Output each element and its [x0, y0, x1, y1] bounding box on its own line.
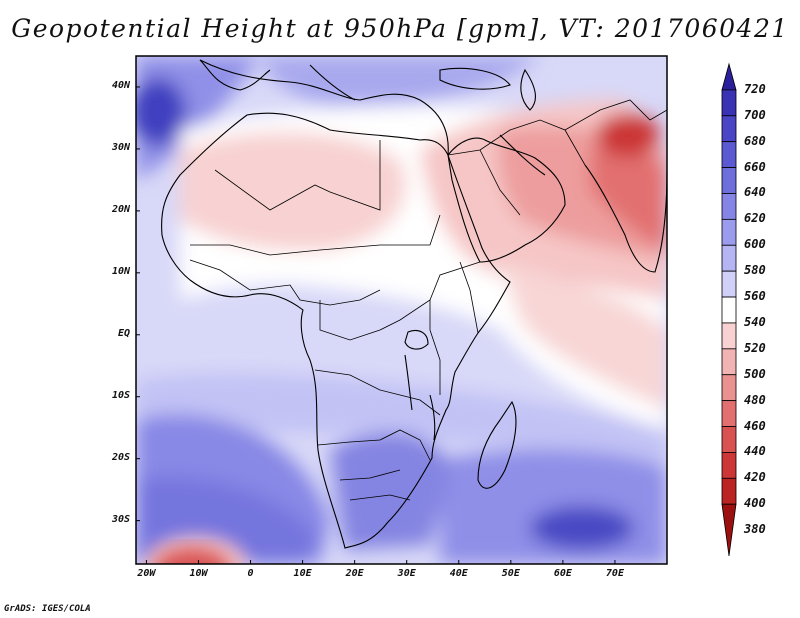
field-zone-indian-high [530, 506, 634, 550]
india-coastline [584, 164, 667, 273]
border-north-africa [214, 140, 381, 211]
height-field [136, 56, 667, 564]
lake-tanganyika [404, 354, 413, 411]
colorbar-swatch [721, 167, 737, 194]
colorbar-label: 500 [744, 366, 766, 381]
italy-coastline [309, 64, 356, 101]
field-zone-pale-south [136, 373, 667, 470]
lon-label: 10W [189, 568, 208, 579]
field-zone-india [590, 146, 667, 250]
persian-gulf-coastline [499, 134, 546, 176]
colorbar-label: 660 [744, 159, 766, 174]
colorbar-label: 700 [744, 107, 766, 122]
colorbar-label: 400 [744, 496, 766, 511]
colorbar-swatch [721, 477, 737, 505]
colorbar-swatch [721, 115, 737, 143]
latitude-ticks [136, 86, 140, 522]
border-west-africa [189, 259, 381, 306]
colorbar-swatch [721, 348, 737, 376]
lake-victoria [404, 329, 429, 350]
colorbar [721, 62, 737, 557]
colorbar-label: 620 [744, 211, 766, 226]
lat-label: 20S [111, 451, 130, 463]
lon-label: 50E [501, 568, 520, 579]
colorbar-swatch [721, 426, 737, 453]
grads-credit: GrADS: IGES/COLA [4, 604, 91, 614]
lat-label: 10S [111, 389, 130, 401]
map-title: Geopotential Height at 950hPa [gpm], VT:… [11, 14, 789, 43]
colorbar-label: 460 [744, 418, 766, 433]
field-zone-sahara-low [180, 131, 407, 251]
lat-label: EQ [117, 327, 130, 339]
colorbar-label: 520 [744, 340, 766, 355]
lon-label: 20W [137, 568, 156, 579]
colorbar-label: 420 [744, 470, 766, 485]
colorbar-label: 480 [744, 392, 766, 407]
field-zone-azores-high [136, 78, 186, 146]
colorbar-swatch [721, 374, 737, 402]
border-east-africa [429, 261, 479, 395]
colorbar-label: 600 [744, 237, 766, 252]
colorbar-label: 380 [744, 522, 766, 537]
longitude-ticks [145, 560, 616, 564]
border-central-africa [319, 261, 481, 341]
colorbar-swatch [721, 218, 737, 246]
europe-coastline [199, 59, 449, 156]
colorbar-swatch [721, 141, 737, 168]
border-middle-east [447, 119, 586, 216]
field-zone-southern-africa [330, 432, 450, 550]
black-caspian-coastline [439, 67, 536, 111]
colorbar-swatch [721, 296, 737, 324]
iberia-coastline [199, 59, 271, 91]
arabia-coastline [447, 137, 566, 263]
lat-label: 20N [111, 203, 130, 215]
madagascar-coastline [477, 400, 517, 489]
lon-label: 0 [247, 568, 254, 579]
lon-label: 40E [449, 568, 468, 579]
colorbar-label: 640 [744, 185, 766, 200]
colorbar-label: 540 [744, 314, 766, 329]
colorbar-label: 680 [744, 133, 766, 148]
field-zone-southwest-low [146, 538, 246, 564]
lon-label: 20E [345, 568, 364, 579]
colorbar-swatch [721, 193, 737, 220]
colorbar-swatch [721, 322, 737, 350]
colorbar-swatch [721, 244, 737, 272]
colorbar-arrow-top [721, 62, 737, 91]
colorbar-arrow-bottom [721, 503, 737, 557]
colorbar-label: 440 [744, 444, 766, 459]
lat-label: 40N [111, 79, 130, 91]
colorbar-swatch [721, 270, 737, 298]
border-congo-angola [314, 369, 441, 416]
lake-malawi [429, 394, 436, 441]
country-borders [189, 99, 667, 501]
field-zone-east-africa [500, 260, 667, 410]
lon-label: 70E [605, 568, 624, 579]
plot-frame [135, 55, 668, 565]
lat-label: 30N [111, 141, 130, 153]
lon-label: 30E [397, 568, 416, 579]
colorbar-label: 720 [744, 81, 766, 96]
border-southern-africa [317, 429, 431, 501]
lat-label: 30S [111, 513, 130, 525]
field-zone-thar-low [596, 113, 660, 157]
border-south-asia [564, 99, 667, 131]
colorbar-label: 560 [744, 289, 766, 304]
lon-label: 60E [553, 568, 572, 579]
colorbar-swatch [721, 400, 737, 427]
colorbar-swatch [721, 89, 737, 117]
border-sahel [190, 214, 441, 256]
colorbar-swatch [721, 452, 737, 479]
lat-label: 10N [111, 265, 130, 277]
colorbar-label: 580 [744, 263, 766, 278]
field-zone-indian-ocean [440, 449, 667, 564]
lon-label: 10E [293, 568, 312, 579]
field-zone-southwest-low-core [155, 548, 229, 564]
